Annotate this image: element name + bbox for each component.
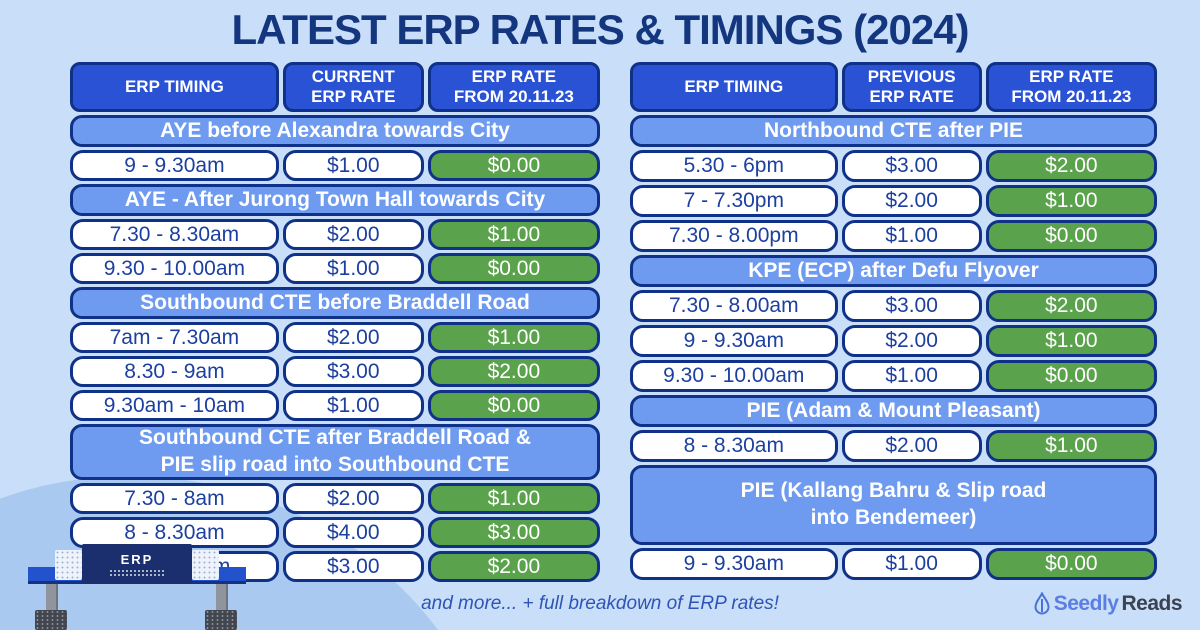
timing-cell: 7am - 7.30am [70, 322, 279, 353]
timing-cell: 9 - 9.30am [630, 548, 838, 580]
new-rate-cell: $0.00 [427, 253, 600, 284]
erp-gantry-illustration: ERP [18, 542, 254, 630]
table-row: 9 - 9.30am $2.00 $1.00 [630, 325, 1157, 357]
gantry-foot-left [35, 610, 67, 630]
rate-cell: $2.00 [841, 185, 982, 217]
table-row: 9.30 - 10.00am $1.00 $0.00 [630, 360, 1157, 392]
table-row: 7.30 - 8.00am $3.00 $2.00 [630, 290, 1157, 322]
table-row: 9 - 9.30am $1.00 $0.00 [630, 548, 1157, 580]
new-rate-cell: $2.00 [985, 150, 1157, 182]
seedly-reads-logo: Seedly Reads [1033, 592, 1182, 616]
gantry-panel-right [192, 550, 219, 580]
timing-cell: 5.30 - 6pm [630, 150, 838, 182]
timing-cell: 7.30 - 8.30am [70, 219, 279, 250]
table-header-row: ERP TIMING PREVIOUS ERP RATE ERP RATE FROM… [630, 62, 1157, 112]
table-row: 8 - 8.30am $2.00 $1.00 [630, 430, 1157, 462]
footer-note: and more... + full breakdown of ERP rate… [421, 593, 779, 614]
table-row: 7.30 - 8.00pm $1.00 $0.00 [630, 220, 1157, 252]
new-rate-cell: $1.00 [427, 322, 600, 353]
logo-text-reads: Reads [1121, 592, 1182, 615]
new-rate-cell: $1.00 [985, 185, 1157, 217]
table-row: 7am - 7.30am $2.00 $1.00 [70, 322, 600, 353]
timing-cell: 8 - 8.30am [630, 430, 838, 462]
rate-cell: $2.00 [282, 322, 424, 353]
column-header: CURRENT ERP RATE [282, 62, 424, 112]
rate-cell: $2.00 [282, 219, 424, 250]
new-rate-cell: $0.00 [985, 220, 1157, 252]
rate-cell: $1.00 [282, 253, 424, 284]
rate-cell: $1.00 [841, 220, 982, 252]
rate-cell: $1.00 [841, 548, 982, 580]
section-header: PIE (Kallang Bahru & Slip road into Bend… [630, 465, 1157, 545]
timing-cell: 9 - 9.30am [70, 150, 279, 181]
new-rate-cell: $0.00 [427, 150, 600, 181]
section-header: Southbound CTE after Braddell Road & PIE… [70, 424, 600, 480]
table-header-row: ERP TIMING CURRENT ERP RATE ERP RATE FROM … [70, 62, 600, 112]
timing-cell: 7.30 - 8.00pm [630, 220, 838, 252]
rate-cell: $3.00 [282, 551, 424, 582]
timing-cell: 7.30 - 8am [70, 483, 279, 514]
timing-cell: 7 - 7.30pm [630, 185, 838, 217]
rate-cell: $3.00 [841, 150, 982, 182]
timing-cell: 7.30 - 8.00am [630, 290, 838, 322]
logo-text-seedly: Seedly [1053, 592, 1119, 615]
rate-cell: $1.00 [282, 150, 424, 181]
rate-cell: $3.00 [841, 290, 982, 322]
rate-cell: $2.00 [282, 483, 424, 514]
new-rate-cell: $2.00 [985, 290, 1157, 322]
section-header: Northbound CTE after PIE [630, 115, 1157, 147]
gantry-panel-left [55, 550, 82, 580]
rate-cell: $1.00 [282, 390, 424, 421]
table-row: 7.30 - 8am $2.00 $1.00 [70, 483, 600, 514]
table-row: 9 - 9.30am $1.00 $0.00 [70, 150, 600, 181]
rate-cell: $4.00 [282, 517, 424, 548]
column-header: ERP RATE FROM 20.11.23 [427, 62, 600, 112]
erp-sign-dot-display [109, 568, 165, 576]
gantry-foot-right [205, 610, 237, 630]
table-row: 8.30 - 9am $3.00 $2.00 [70, 356, 600, 387]
new-rate-cell: $2.00 [427, 356, 600, 387]
table-row: 9.30 - 10.00am $1.00 $0.00 [70, 253, 600, 284]
timing-cell: 9.30 - 10.00am [630, 360, 838, 392]
table-row: 7.30 - 8.30am $2.00 $1.00 [70, 219, 600, 250]
rate-cell: $1.00 [841, 360, 982, 392]
seedly-droplet-icon [1034, 592, 1050, 615]
timing-cell: 9.30 - 10.00am [70, 253, 279, 284]
new-rate-cell: $3.00 [427, 517, 600, 548]
new-rate-cell: $0.00 [985, 548, 1157, 580]
table-row: 7 - 7.30pm $2.00 $1.00 [630, 185, 1157, 217]
column-header: ERP RATE FROM 20.11.23 [985, 62, 1157, 112]
rate-cell: $2.00 [841, 325, 982, 357]
column-header: ERP TIMING [630, 62, 838, 112]
column-header: ERP TIMING [70, 62, 279, 112]
rate-cell: $2.00 [841, 430, 982, 462]
rate-cell: $3.00 [282, 356, 424, 387]
section-header: AYE before Alexandra towards City [70, 115, 600, 147]
column-header: PREVIOUS ERP RATE [841, 62, 982, 112]
section-header: Southbound CTE before Braddell Road [70, 287, 600, 319]
erp-sign: ERP [82, 544, 192, 584]
erp-sign-label: ERP [120, 551, 154, 567]
section-header: PIE (Adam & Mount Pleasant) [630, 395, 1157, 427]
page-title: LATEST ERP RATES & TIMINGS (2024) [231, 6, 969, 53]
table-row: 9.30am - 10am $1.00 $0.00 [70, 390, 600, 421]
new-rate-cell: $1.00 [427, 219, 600, 250]
new-rate-cell: $0.00 [427, 390, 600, 421]
timing-cell: 9.30am - 10am [70, 390, 279, 421]
section-header: KPE (ECP) after Defu Flyover [630, 255, 1157, 287]
table-row: 8 - 8.30am $4.00 $3.00 [70, 517, 600, 548]
section-header: AYE - After Jurong Town Hall towards Cit… [70, 184, 600, 216]
timing-cell: 8.30 - 9am [70, 356, 279, 387]
new-rate-cell: $1.00 [985, 430, 1157, 462]
new-rate-cell: $1.00 [985, 325, 1157, 357]
new-rate-cell: $1.00 [427, 483, 600, 514]
previous-erp-rates-table: ERP TIMING PREVIOUS ERP RATE ERP RATE FROM… [630, 62, 1157, 580]
table-row: 5.30 - 6pm $3.00 $2.00 [630, 150, 1157, 182]
current-erp-rates-table: ERP TIMING CURRENT ERP RATE ERP RATE FROM … [70, 62, 600, 582]
timing-cell: 8 - 8.30am [70, 517, 279, 548]
timing-cell: 9 - 9.30am [630, 325, 838, 357]
new-rate-cell: $0.00 [985, 360, 1157, 392]
new-rate-cell: $2.00 [427, 551, 600, 582]
